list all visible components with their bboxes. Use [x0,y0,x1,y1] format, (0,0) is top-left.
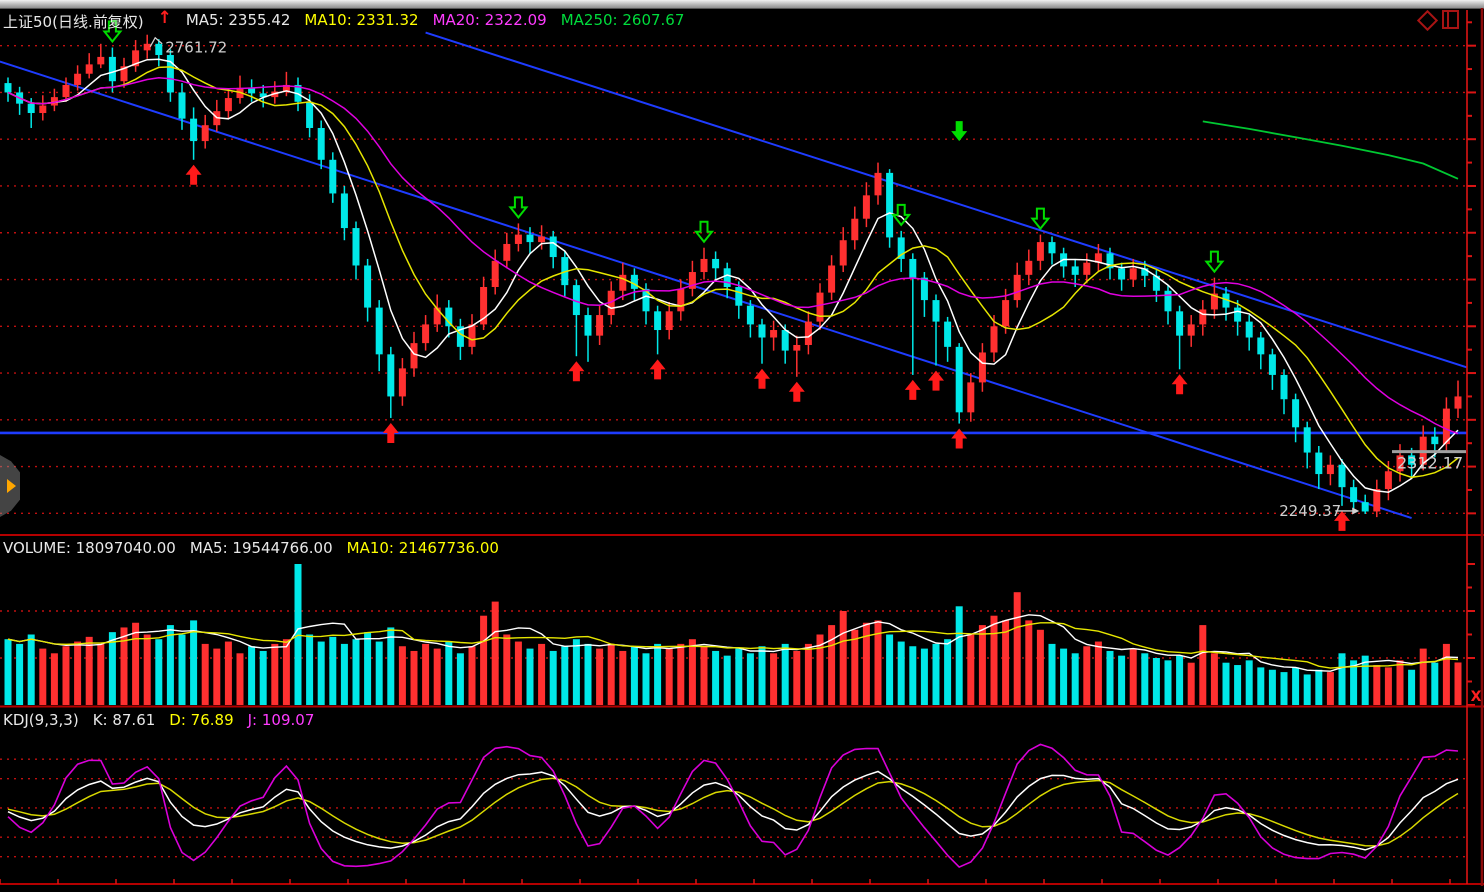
page-title: 上证50(日线.前复权) [3,13,144,31]
up-arrow-icon: ↑ [157,8,172,28]
volume-value: VOLUME: 18097040.00 [3,539,176,557]
kdj-j-value: J: 109.07 [247,711,315,729]
expand-right-icon [6,479,16,493]
diamond-icon[interactable] [1416,9,1439,32]
sidebar-expander-tab[interactable] [0,455,20,517]
split-window-icon[interactable] [1442,10,1459,29]
kdj-panel-header: KDJ(9,3,3) K: 87.61 D: 76.89 J: 109.07 [3,711,314,729]
svg-text:2312.17: 2312.17 [1397,454,1463,473]
indicator-close-button[interactable]: X [1470,689,1482,705]
svg-text:2761.72: 2761.72 [165,39,227,57]
price-panel-header: 上证50(日线.前复权) ↑ MA5: 2355.42 MA10: 2331.3… [3,8,685,32]
ma10-value: MA10: 2331.32 [304,11,419,29]
kdj-label: KDJ(9,3,3) [3,711,79,729]
kdj-k-value: K: 87.61 [92,711,156,729]
svg-text:2249.37: 2249.37 [1279,502,1341,520]
ma250-value: MA250: 2607.67 [560,11,685,29]
toolbar-bottom-edge [0,0,1484,9]
volume-ma5-value: MA5: 19544766.00 [189,539,333,557]
volume-panel-header: VOLUME: 18097040.00 MA5: 19544766.00 MA1… [3,539,499,557]
volume-ma10-value: MA10: 21467736.00 [346,539,499,557]
ma5-value: MA5: 2355.42 [185,11,291,29]
corner-toolbar [1416,9,1459,32]
ma20-value: MA20: 2322.09 [432,11,547,29]
kdj-d-value: D: 76.89 [169,711,234,729]
